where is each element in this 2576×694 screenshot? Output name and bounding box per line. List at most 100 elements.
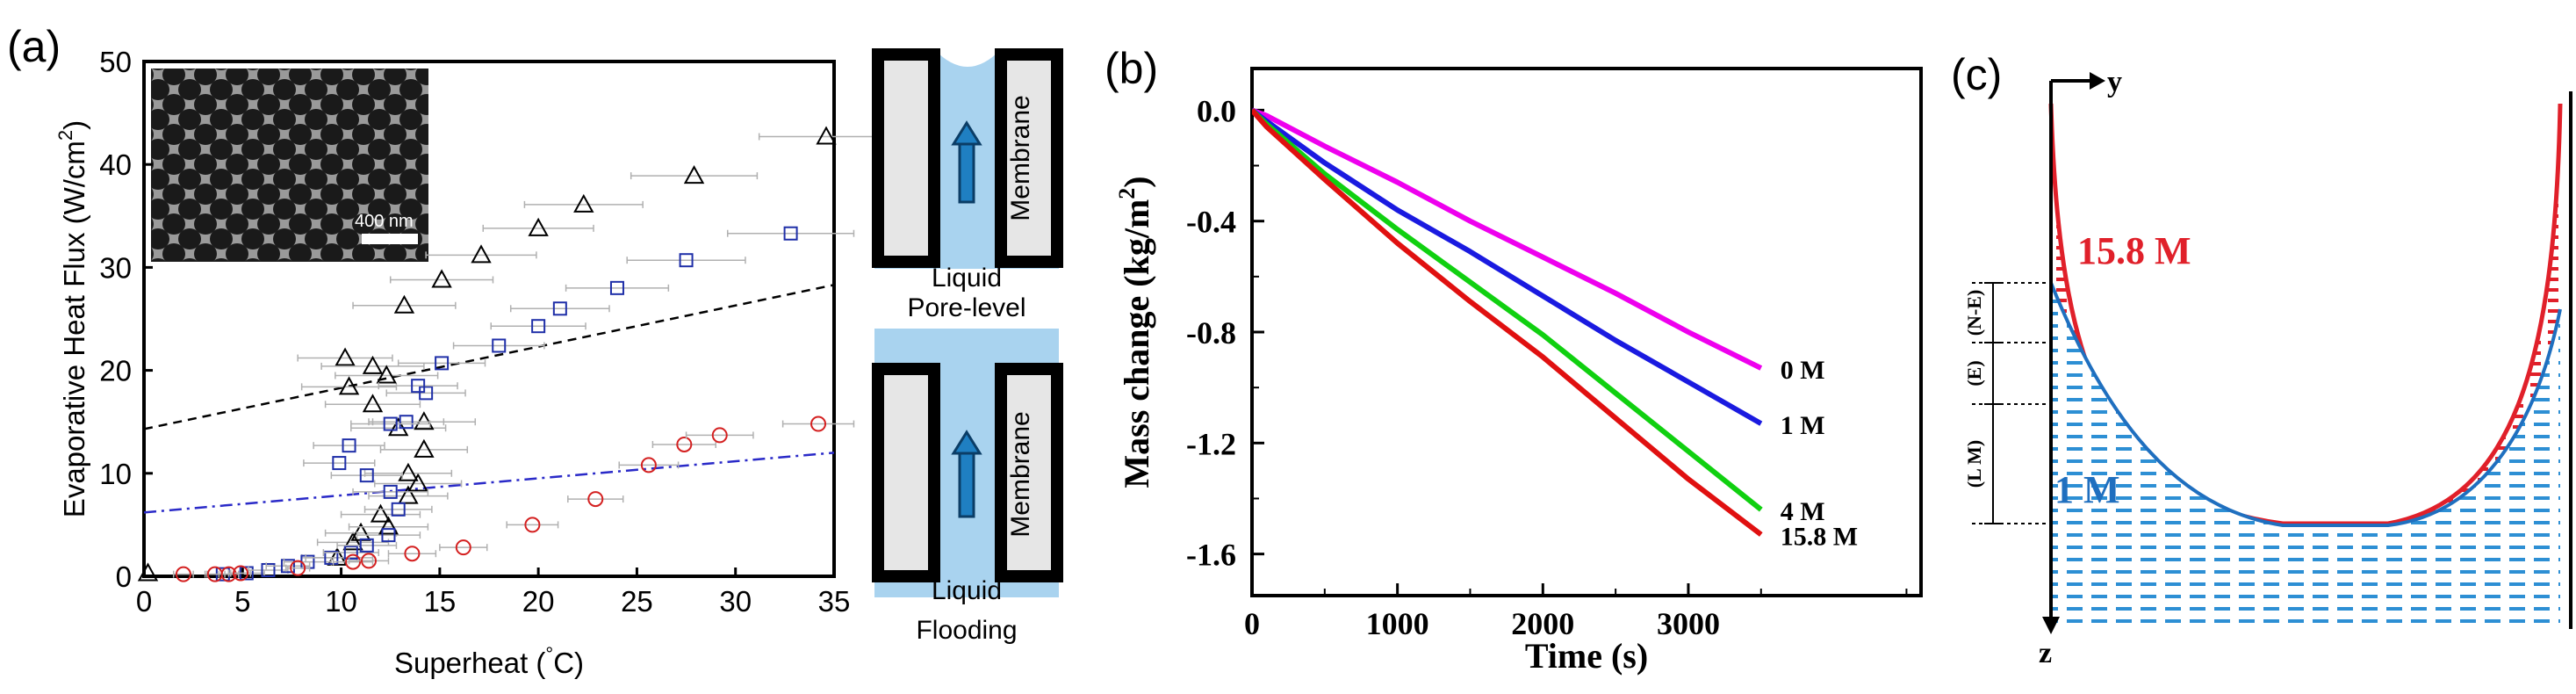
data-point-circle	[810, 416, 827, 432]
schematic-top-liquid: Liquid	[932, 264, 1002, 293]
y-tick-label: 10	[99, 458, 132, 490]
profile-1M-fill	[2051, 283, 2560, 629]
sem-image	[151, 69, 428, 262]
schematic-top-right-wall	[995, 48, 1063, 268]
axis-z-label: z	[2039, 637, 2052, 669]
x-tick-label: 20	[522, 585, 555, 618]
schematic-bottom-right-wall	[995, 363, 1063, 582]
data-point-square	[492, 338, 507, 353]
data-point-square	[381, 528, 396, 543]
data-point-triangle	[370, 503, 392, 523]
data-point-square	[783, 226, 798, 241]
data-point-triangle	[431, 269, 452, 288]
up-arrow-icon	[958, 139, 975, 204]
chart-b-ticks: 0 1000 2000 3000 0.0 -0.4 -0.8 -1.2 -1.6	[1186, 93, 1908, 641]
data-point-circle	[290, 560, 306, 576]
data-point-square	[531, 319, 546, 334]
chart-a-fits	[144, 284, 834, 514]
data-point-circle	[524, 517, 541, 533]
chart-a-xlabel: Superheat (°C)	[394, 643, 584, 679]
data-point-circle	[711, 427, 728, 444]
up-arrow-icon	[958, 448, 975, 518]
data-point-triangle	[414, 438, 435, 458]
data-point-square	[419, 386, 434, 401]
data-point-triangle	[376, 365, 397, 384]
data-point-circle	[455, 539, 471, 556]
x-tick-label: 5	[234, 585, 250, 618]
chart-b-frame	[1250, 67, 1923, 597]
y-tick-label: 30	[99, 251, 132, 284]
data-point-square	[609, 280, 624, 295]
data-point-circle	[175, 566, 191, 582]
series-line	[1252, 108, 1763, 537]
data-point-square	[324, 550, 339, 565]
x-tick-label: 0	[136, 585, 152, 618]
y-tick-label: 50	[99, 46, 132, 78]
data-point-square	[411, 379, 426, 394]
chart-a-points	[137, 126, 895, 582]
data-point-triangle	[378, 516, 399, 535]
data-point-triangle	[393, 294, 415, 314]
data-point-triangle	[816, 126, 837, 145]
data-point-triangle	[362, 355, 384, 374]
data-point-circle	[676, 436, 693, 452]
series-line	[1252, 107, 1763, 371]
data-point-triangle	[528, 217, 549, 236]
sem-inset: 400 nm	[151, 69, 428, 262]
data-point-square	[383, 484, 398, 499]
x-tick-label: 0	[1244, 606, 1260, 641]
series-label: 15.8 M	[1781, 523, 1858, 552]
chart-b-xlabel: Time (s)	[1525, 636, 1648, 676]
series-line	[1252, 108, 1763, 512]
x-tick-label: 2000	[1511, 606, 1574, 641]
data-point-triangle	[398, 462, 419, 481]
data-point-circle	[404, 546, 421, 562]
chart-b-series-labels: 0 M 1 M 4 M15.8 M	[1781, 356, 1858, 551]
pore-schematic: Membrane Liquid Pore-level Membrane Liqu…	[872, 48, 1063, 645]
x-tick-label: 1000	[1366, 606, 1429, 641]
y-axis-arrow-icon	[2090, 72, 2105, 90]
series-label: 4 M	[1781, 497, 1825, 526]
schematic-top-left-wall	[872, 48, 940, 268]
data-point-square	[552, 301, 567, 316]
region-markers	[1972, 282, 2051, 524]
data-point-triangle	[137, 562, 159, 582]
region-ne-label: (N-E)	[1963, 290, 1985, 336]
scale-bar	[362, 234, 418, 244]
panel-label-b: (b)	[1105, 44, 1158, 93]
scale-bar-label: 400 nm	[355, 212, 414, 231]
label-1M: 1 M	[2054, 468, 2120, 511]
up-arrow-head-icon	[951, 120, 982, 146]
data-point-square	[332, 456, 347, 471]
y-tick-label: 0	[116, 560, 132, 593]
z-axis-arrow-icon	[2042, 617, 2060, 634]
data-point-square	[359, 538, 374, 553]
data-point-square	[435, 356, 450, 371]
series-line	[1252, 108, 1763, 426]
data-point-square	[679, 253, 694, 268]
y-tick-label: -0.8	[1186, 315, 1236, 351]
data-point-circle	[220, 566, 237, 582]
x-tick-label: 3000	[1657, 606, 1720, 641]
data-point-circle	[640, 457, 657, 474]
chart-a: 400 nm 0 5 10 15 20 25 30 35 0 10 20 30 40 50 Superhe…	[54, 46, 895, 679]
data-point-circle	[345, 553, 362, 570]
schematic-bottom-liquid: Liquid	[932, 576, 1002, 605]
data-point-square	[359, 468, 374, 483]
data-point-circle	[587, 491, 604, 508]
data-point-triangle	[471, 244, 492, 264]
data-point-triangle	[683, 165, 705, 184]
chart-b: 0 1000 2000 3000 0.0 -0.4 -0.8 -1.2 -1.6 0 M 1 M 4…	[1114, 67, 1923, 676]
y-tick-label: 40	[99, 148, 132, 181]
y-tick-label: -1.6	[1186, 538, 1236, 573]
data-point-square	[280, 559, 295, 574]
data-point-triangle	[335, 347, 356, 366]
x-tick-label: 25	[621, 585, 653, 618]
axis-y-label: y	[2107, 66, 2122, 98]
data-point-square	[343, 546, 358, 560]
y-tick-label: -1.2	[1186, 426, 1236, 461]
data-point-square	[261, 562, 276, 577]
data-point-circle	[233, 565, 249, 582]
schematic-bottom-membrane: Membrane	[1006, 411, 1035, 537]
x-tick-label: 35	[818, 585, 851, 618]
